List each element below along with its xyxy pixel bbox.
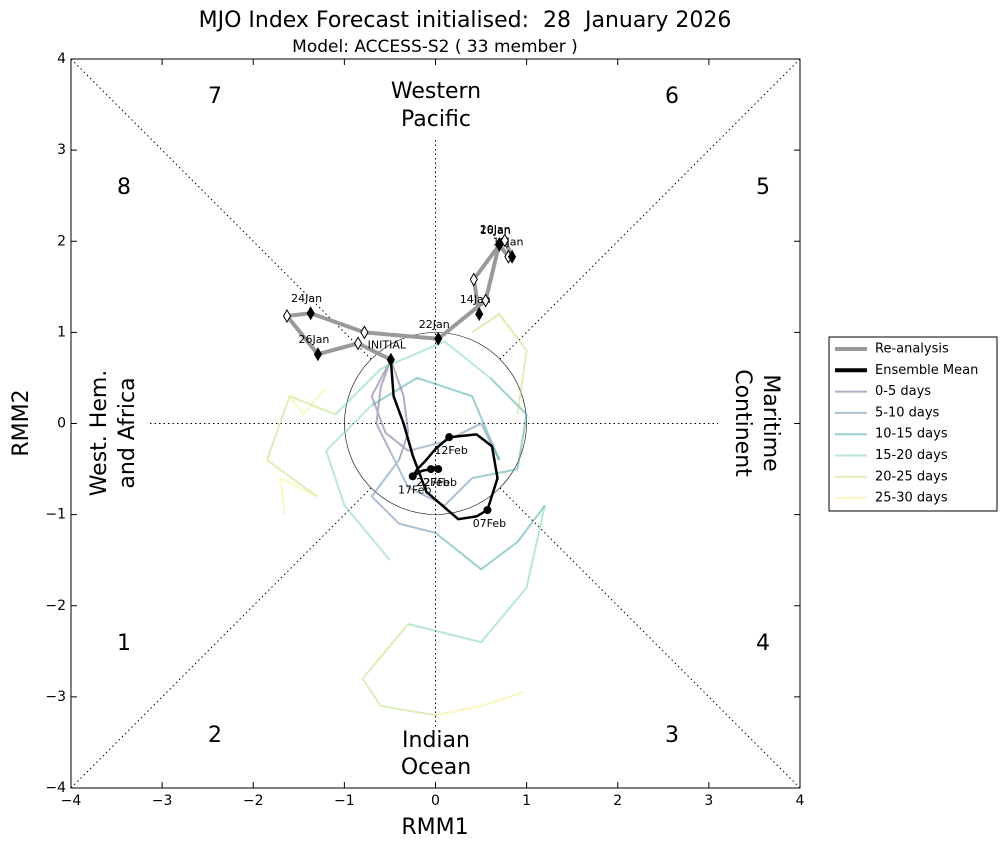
phase-label: 1 bbox=[117, 631, 131, 656]
marker bbox=[282, 308, 292, 323]
y-tick-label: −1 bbox=[45, 507, 66, 523]
phase-label: 8 bbox=[117, 175, 131, 200]
x-tick-label: 0 bbox=[431, 793, 440, 809]
series-line bbox=[279, 386, 525, 717]
marker bbox=[434, 465, 443, 474]
legend-label: 10-15 days bbox=[875, 427, 948, 442]
phase-labels: 1 2 3 4 5 6 7 8 bbox=[117, 84, 770, 748]
y-tick-label: 1 bbox=[57, 324, 66, 340]
point-label: 12Feb bbox=[434, 444, 467, 457]
region-label: Western bbox=[391, 79, 481, 104]
x-axis-label: RMM1 bbox=[401, 815, 468, 840]
point-label: 07Feb bbox=[473, 517, 506, 530]
phase-label: 6 bbox=[665, 84, 679, 109]
point-label: 24Jan bbox=[291, 292, 322, 305]
region-label: Indian bbox=[402, 728, 470, 753]
marker bbox=[408, 472, 417, 481]
marker bbox=[445, 433, 454, 442]
phase-label: 7 bbox=[208, 84, 222, 109]
phase-label: 3 bbox=[665, 723, 679, 748]
legend-label: 5-10 days bbox=[875, 405, 940, 420]
point-label: 20Jan bbox=[480, 223, 511, 236]
reference-lines bbox=[70, 58, 801, 789]
point-label: 16Jan bbox=[480, 224, 511, 237]
marker bbox=[483, 506, 492, 515]
marker bbox=[313, 347, 323, 362]
series-line bbox=[389, 359, 499, 521]
y-tick-label: −4 bbox=[45, 780, 66, 796]
marker bbox=[426, 465, 435, 474]
region-label: Maritime bbox=[758, 374, 783, 471]
series-line bbox=[370, 359, 410, 461]
phase-label: 2 bbox=[208, 723, 222, 748]
x-tick-label: 4 bbox=[796, 793, 805, 809]
legend-box bbox=[828, 336, 998, 512]
point-label: 26Jan bbox=[298, 333, 329, 346]
marker bbox=[475, 307, 484, 322]
marker bbox=[500, 233, 509, 248]
legend-label: Ensemble Mean bbox=[875, 363, 978, 378]
y-axis-label: RMM2 bbox=[9, 389, 34, 456]
point-label: 27Feb bbox=[423, 476, 456, 489]
point-label: INITIAL bbox=[368, 339, 407, 352]
y-tick-label: 2 bbox=[57, 233, 66, 249]
x-tick-label: 3 bbox=[704, 793, 713, 809]
y-tick-label: 4 bbox=[57, 51, 66, 67]
x-tick-label: −4 bbox=[61, 793, 82, 809]
legend-label: 20-25 days bbox=[875, 469, 948, 484]
y-tick-label: −3 bbox=[45, 689, 66, 705]
marker bbox=[495, 236, 504, 251]
region-label: and Africa bbox=[115, 377, 140, 488]
marker bbox=[434, 331, 443, 346]
y-tick-label: 3 bbox=[57, 142, 66, 158]
point-label: 22Feb bbox=[416, 476, 449, 489]
marker bbox=[507, 249, 517, 264]
marker bbox=[353, 336, 363, 351]
marker bbox=[481, 293, 490, 308]
legend-label: 15-20 days bbox=[875, 448, 948, 463]
legend-label: 25-30 days bbox=[875, 491, 948, 506]
x-tick-label: 2 bbox=[613, 793, 622, 809]
x-tick-label: 1 bbox=[522, 793, 531, 809]
series-line bbox=[325, 340, 546, 644]
marker bbox=[306, 306, 315, 321]
x-tick-label: −2 bbox=[243, 793, 264, 809]
series-line bbox=[265, 313, 528, 717]
unit-circle bbox=[344, 332, 527, 515]
legend-label: Re-analysis bbox=[875, 342, 949, 357]
phase-label: 5 bbox=[756, 175, 770, 200]
region-labels: Western Pacific Indian Ocean West. Hem. … bbox=[87, 79, 783, 780]
chart-title: MJO Index Forecast initialised: 28 Janua… bbox=[199, 8, 732, 33]
marker bbox=[469, 272, 478, 287]
region-label: Ocean bbox=[401, 755, 471, 780]
y-tick-label: 0 bbox=[57, 416, 66, 432]
x-tick-label: −3 bbox=[152, 793, 173, 809]
region-label: Pacific bbox=[401, 107, 471, 132]
x-tick-label: −1 bbox=[334, 793, 355, 809]
marker bbox=[360, 325, 369, 340]
legend: Re-analysis Ensemble Mean 0-5 days 5-10 day… bbox=[828, 336, 998, 512]
chart-subtitle: Model: ACCESS-S2 ( 33 member ) bbox=[292, 37, 578, 57]
point-label: 22Jan bbox=[419, 318, 450, 331]
y-tick-label: −2 bbox=[45, 598, 66, 614]
phase-label: 4 bbox=[756, 631, 770, 656]
region-label: West. Hem. bbox=[87, 370, 112, 497]
region-label: Continent bbox=[730, 369, 755, 477]
legend-label: 0-5 days bbox=[875, 384, 931, 399]
series-line bbox=[370, 422, 501, 534]
point-label: 17Feb bbox=[398, 483, 431, 496]
